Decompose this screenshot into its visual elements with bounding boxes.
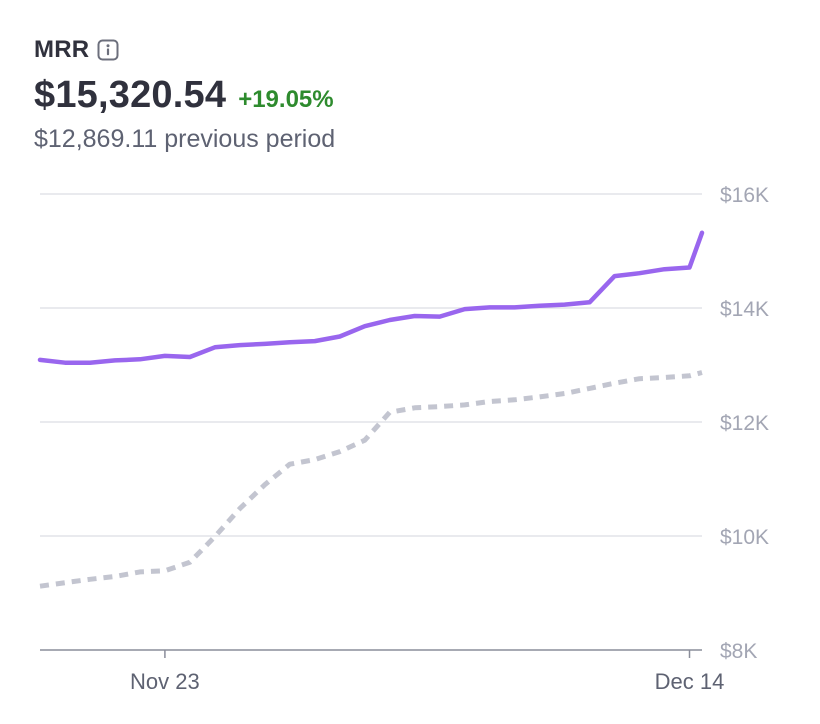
title-row: MRR (34, 30, 774, 70)
y-tick-label: $14K (720, 298, 769, 321)
previous-period-label: previous period (164, 125, 336, 153)
metric-header: MRR $15,320.54 +19.05% $12,869.11 previo… (34, 30, 774, 154)
grid-layer (40, 193, 702, 651)
info-icon[interactable] (97, 39, 119, 61)
metric-delta: +19.05% (238, 86, 334, 113)
x-tick-label: Dec 14 (655, 669, 725, 694)
y-tick-label: $8K (720, 640, 757, 663)
x-tick-label: Nov 23 (130, 669, 200, 694)
y-tick-label: $12K (720, 412, 769, 435)
axis-layer: $16K $14K $12K $10K $8K Nov 23 Dec 14 (130, 184, 769, 694)
previous-period-line (39, 370, 703, 589)
metric-value: $15,320.54 (34, 74, 227, 116)
previous-period: $12,869.11 previous period (34, 125, 774, 154)
metric-title: MRR (34, 36, 90, 63)
y-tick-label: $16K (720, 184, 769, 207)
value-row: $15,320.54 +19.05% (34, 74, 774, 117)
y-tick-label: $10K (720, 526, 769, 549)
current-period-line (37, 230, 705, 365)
series-layer (37, 230, 705, 589)
previous-period-value: $12,869.11 (34, 125, 158, 153)
